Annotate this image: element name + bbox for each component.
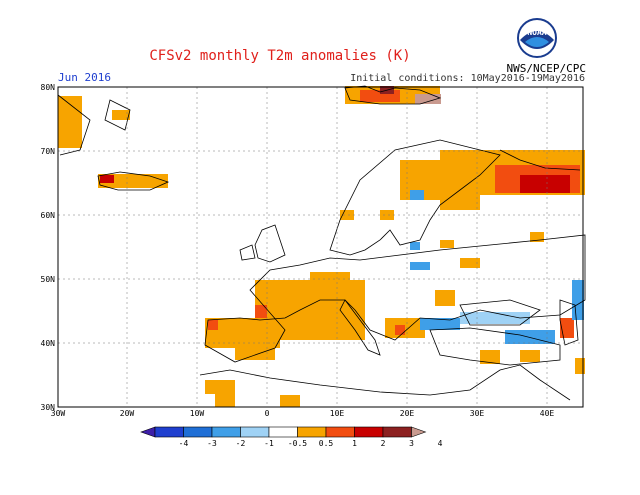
lat-label-60n: 60N <box>41 211 56 220</box>
cell-blacksea-cold <box>460 312 530 324</box>
lat-label-80n: 80N <box>41 83 56 92</box>
legend-label: -3 <box>207 439 217 448</box>
cell-turkey-cold <box>420 318 460 330</box>
legend-swatch <box>183 426 213 438</box>
legend-swatch <box>268 426 298 438</box>
legend-arrow-left <box>140 426 156 438</box>
legend-swatch <box>297 426 327 438</box>
legend-labels: -4 -3 -2 -1 -0.5 0.5 1 2 3 4 <box>179 439 443 448</box>
noaa-logo-text: NOAA <box>527 28 546 37</box>
cell-russia-interior <box>530 232 544 242</box>
coast-britain <box>254 224 286 263</box>
legend-label: -1 <box>264 439 274 448</box>
org-label: NWS/NCEP/CPC <box>506 62 586 75</box>
coast-greenland <box>57 94 91 156</box>
lon-label-30w: 30W <box>51 409 66 418</box>
legend-swatch <box>354 426 384 438</box>
anomaly-cells <box>58 86 585 407</box>
lat-label-50n: 50N <box>41 275 56 284</box>
cell-caucasus-hot <box>560 318 574 338</box>
lon-label-10e: 10E <box>330 409 345 418</box>
cell-ukraine <box>460 258 480 268</box>
coast-nz <box>499 149 581 171</box>
cell-eastmed <box>480 350 500 364</box>
cell-poland-cold <box>410 262 430 270</box>
lat-label-40n: 40N <box>41 339 56 348</box>
legend-label: -4 <box>179 439 189 448</box>
lon-label-0: 0 <box>265 409 270 418</box>
cell-libya <box>280 395 300 407</box>
cell-northafrica-2 <box>215 393 235 407</box>
coast-italy <box>339 299 381 356</box>
legend-arrow-right <box>411 426 427 438</box>
cell-germany <box>310 272 350 292</box>
coast-greenland-east <box>104 99 131 131</box>
coast-ireland <box>239 244 256 261</box>
cell-balkans-hot <box>395 325 405 335</box>
coast-iceland <box>97 171 170 191</box>
legend-label: 4 <box>438 439 443 448</box>
cell-france-hot <box>255 305 267 319</box>
legend-colorbar <box>140 426 427 438</box>
lon-label-20w: 20W <box>120 409 135 418</box>
cell-sweden <box>380 210 394 220</box>
lon-label-40e: 40E <box>540 409 555 418</box>
legend-label: -2 <box>236 439 246 448</box>
lon-labels: 30W 20W 10W 0 10E 20E 30E 40E <box>51 409 555 418</box>
lon-label-10w: 10W <box>190 409 205 418</box>
cell-norway <box>340 210 354 220</box>
legend-label: 1 <box>352 439 357 448</box>
coast-blacksea <box>459 299 541 326</box>
legend-swatch <box>325 426 355 438</box>
legend-label: 2 <box>381 439 386 448</box>
coastlines <box>57 85 586 401</box>
cell-svalbard-top <box>415 94 441 104</box>
initial-conditions: Initial conditions: 10May2016-19May2016 <box>350 73 585 84</box>
cell-finland-cold <box>410 190 424 200</box>
map-frame <box>57 86 584 408</box>
coast-turkey <box>429 327 561 366</box>
cell-baltic-cold <box>410 242 420 250</box>
forecast-month: Jun 2016 <box>58 71 111 84</box>
cell-greenland <box>58 96 82 148</box>
chart-title: CFSv2 monthly T2m anomalies (K) <box>149 48 411 64</box>
coast-europe <box>204 234 586 363</box>
cell-iberia-south <box>235 340 275 360</box>
coast-northafrica <box>199 364 571 401</box>
lat-label-30n: 30N <box>41 403 56 412</box>
cell-greenland-small <box>112 110 130 120</box>
lat-labels: 80N 70N 60N 50N 40N 30N <box>41 83 56 412</box>
cell-northafrica <box>205 380 235 394</box>
legend-swatch <box>240 426 270 438</box>
cell-iceland-hot <box>100 175 114 183</box>
cell-belarus <box>440 240 454 248</box>
coast-caspian <box>559 299 579 346</box>
legend-label: 3 <box>409 439 414 448</box>
legend-swatch <box>382 426 412 438</box>
cell-eastmed-2 <box>520 350 540 362</box>
noaa-logo: NOAA <box>517 18 557 58</box>
cell-iceland <box>98 174 168 188</box>
cell-east-warm <box>575 358 585 374</box>
legend-label: 0.5 <box>319 439 334 448</box>
graticule <box>58 87 583 407</box>
cell-east-cold <box>572 280 584 320</box>
lon-label-20e: 20E <box>400 409 415 418</box>
cell-romania <box>435 290 455 306</box>
legend-label: -0.5 <box>288 439 307 448</box>
cell-iberia-hot <box>208 320 218 330</box>
coast-scandinavia <box>329 139 501 256</box>
lat-label-70n: 70N <box>41 147 56 156</box>
lon-label-30e: 30E <box>470 409 485 418</box>
cell-russia-dark <box>520 175 570 193</box>
legend-swatch <box>211 426 241 438</box>
legend-swatch <box>154 426 184 438</box>
coast-svalbard <box>344 85 442 105</box>
